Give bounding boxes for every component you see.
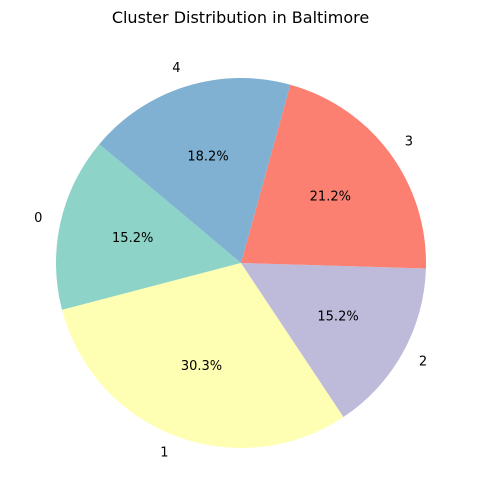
slice-value-label-0: 15.2% [112,231,153,246]
pie-slices [56,77,427,449]
slice-value-label-1: 30.3% [181,359,222,374]
pie-labels: 15.2% 0 30.3% 1 15.2% 2 21.2% 3 18.2% 4 [34,61,427,460]
slice-category-label-2: 2 [419,354,427,369]
slice-value-label-4: 18.2% [187,150,228,165]
pie-slice-3 [241,84,427,269]
pie-slice-1 [62,263,344,449]
pie-slice-4 [99,77,291,263]
slice-category-label-1: 1 [160,446,168,461]
slice-value-label-3: 21.2% [310,190,351,205]
pie-slice-2 [241,263,426,418]
pie-slice-0 [56,144,241,310]
slice-category-label-0: 0 [34,211,42,226]
slice-category-label-4: 4 [172,61,180,76]
chart-title: Cluster Distribution in Baltimore [111,8,370,27]
slice-value-label-2: 15.2% [317,309,358,324]
slice-category-label-3: 3 [405,135,413,150]
